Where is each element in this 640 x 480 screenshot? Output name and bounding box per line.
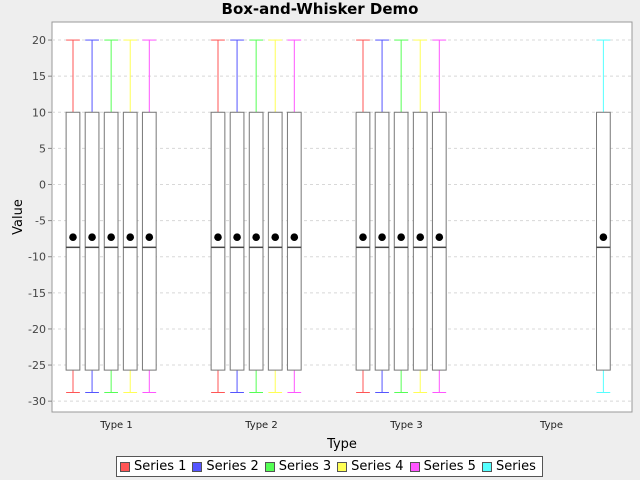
legend-item: Series 3 <box>264 459 332 474</box>
box-2-cat-3 <box>374 39 390 393</box>
mean-marker <box>214 233 222 242</box>
box-1-cat-2 <box>210 39 226 393</box>
legend-swatch <box>409 461 420 472</box>
y-tick-label: -10 <box>28 251 46 264</box>
box-2-cat-2 <box>229 39 245 393</box>
legend-swatch <box>337 461 348 472</box>
iqr-box <box>210 111 226 371</box>
y-tick-label: 10 <box>32 106 46 119</box>
iqr-box <box>286 111 302 371</box>
boxes <box>65 39 611 393</box>
iqr-box <box>248 111 264 371</box>
mean-marker <box>397 233 405 242</box>
legend-item: Series 2 <box>192 459 259 474</box>
box-5-cat-1 <box>141 39 157 393</box>
box-5-cat-2 <box>286 39 302 393</box>
legend-label: Series 2 <box>206 459 259 474</box>
box-6-cat-4 <box>596 39 611 393</box>
y-axis-ticks: 20 15 10 5 0 -5 -10 -15 -20 -25 -30 <box>28 34 52 408</box>
iqr-box <box>393 111 409 371</box>
box-3-cat-3 <box>393 39 409 393</box>
legend-swatch <box>481 461 492 472</box>
y-tick-label: 0 <box>39 179 46 192</box>
y-tick-label: 15 <box>32 70 46 83</box>
chart-title: Box-and-Whisker Demo <box>221 0 419 18</box>
iqr-box <box>355 111 371 371</box>
legend-swatch <box>192 461 203 472</box>
x-category-label: Type 1 <box>99 420 133 431</box>
iqr-box <box>141 111 157 371</box>
mean-marker <box>145 233 154 242</box>
box-4-cat-1 <box>122 39 138 393</box>
legend-swatch <box>264 461 275 472</box>
mean-marker <box>107 233 115 242</box>
legend-label: Series 3 <box>278 459 332 474</box>
iqr-box <box>122 111 138 371</box>
x-category-label: Type <box>539 420 563 431</box>
box-1-cat-1 <box>65 39 81 393</box>
y-tick-label: 20 <box>32 34 46 47</box>
iqr-box <box>431 111 447 371</box>
legend-label: Series 5 <box>423 459 476 474</box>
plot-area <box>51 21 633 413</box>
x-axis-title: Type <box>326 437 357 452</box>
x-axis-categories: Type 1 Type 2 Type 3 Type <box>99 420 563 431</box>
y-tick-label: -15 <box>28 287 46 300</box>
box-1-cat-3 <box>355 39 371 393</box>
y-axis-title: Value <box>11 199 26 235</box>
x-category-label: Type 3 <box>389 420 423 431</box>
legend-item: Series <box>481 459 536 474</box>
iqr-box <box>103 111 119 371</box>
mean-marker <box>290 233 299 242</box>
legend-label: Series 4 <box>351 459 404 474</box>
iqr-box <box>84 111 100 371</box>
mean-marker <box>252 233 260 242</box>
mean-marker <box>416 233 425 242</box>
box-3-cat-2 <box>248 39 264 393</box>
box-2-cat-1 <box>84 39 100 393</box>
iqr-box <box>596 111 611 371</box>
mean-marker <box>378 233 386 242</box>
iqr-box <box>65 111 81 371</box>
box-4-cat-3 <box>412 39 428 393</box>
y-tick-label: 5 <box>39 142 46 155</box>
y-tick-label: -20 <box>28 323 46 336</box>
mean-marker <box>233 233 241 242</box>
mean-marker <box>69 233 77 242</box>
mean-marker <box>271 233 280 242</box>
x-category-label: Type 2 <box>244 420 278 431</box>
mean-marker <box>88 233 96 242</box>
box-3-cat-1 <box>103 39 119 393</box>
legend-label: Series 1 <box>134 459 187 474</box>
y-tick-label: -25 <box>28 359 46 372</box>
mean-marker <box>599 233 608 242</box>
legend-item: Series 1 <box>120 459 186 474</box>
y-tick-label: -5 <box>35 215 46 228</box>
y-tick-label: -30 <box>28 395 46 408</box>
box-4-cat-2 <box>267 39 283 393</box>
iqr-box <box>412 111 428 371</box>
iqr-box <box>374 111 390 371</box>
mean-marker <box>359 233 367 242</box>
legend-item: Series 5 <box>409 459 476 474</box>
legend-label: Series <box>495 459 536 474</box>
legend-swatch <box>120 461 130 472</box>
iqr-box <box>229 111 245 371</box>
mean-marker <box>126 233 135 242</box>
legend-item: Series 4 <box>337 459 404 474</box>
iqr-box <box>267 111 283 371</box>
mean-marker <box>435 233 444 242</box>
legend: Series 1 Series 2 Series 3 Series 4 Series 5… <box>116 456 543 477</box>
box-5-cat-3 <box>431 39 447 393</box>
